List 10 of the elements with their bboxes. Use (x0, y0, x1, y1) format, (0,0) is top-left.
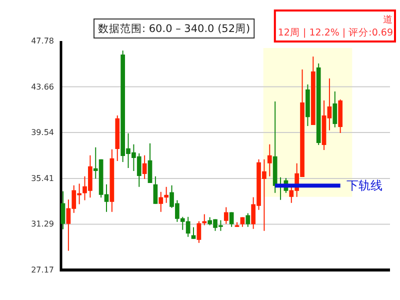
series-label: 下轨线 (346, 178, 382, 193)
y-tick-label: 43.66 (31, 82, 54, 92)
y-tick-label: 39.54 (31, 128, 54, 138)
y-tick-label: 35.41 (31, 174, 54, 183)
text: 道 (383, 14, 393, 26)
y-tick-label: 31.29 (31, 220, 54, 229)
text: 12周 | 12.2% | 评分:0.69 (278, 26, 393, 38)
y-tick-label: 27.17 (31, 266, 54, 274)
text: 数据范围: 60.0 – 340.0 (52周) (98, 22, 250, 35)
y-tick-label: 47.78 (31, 36, 54, 46)
